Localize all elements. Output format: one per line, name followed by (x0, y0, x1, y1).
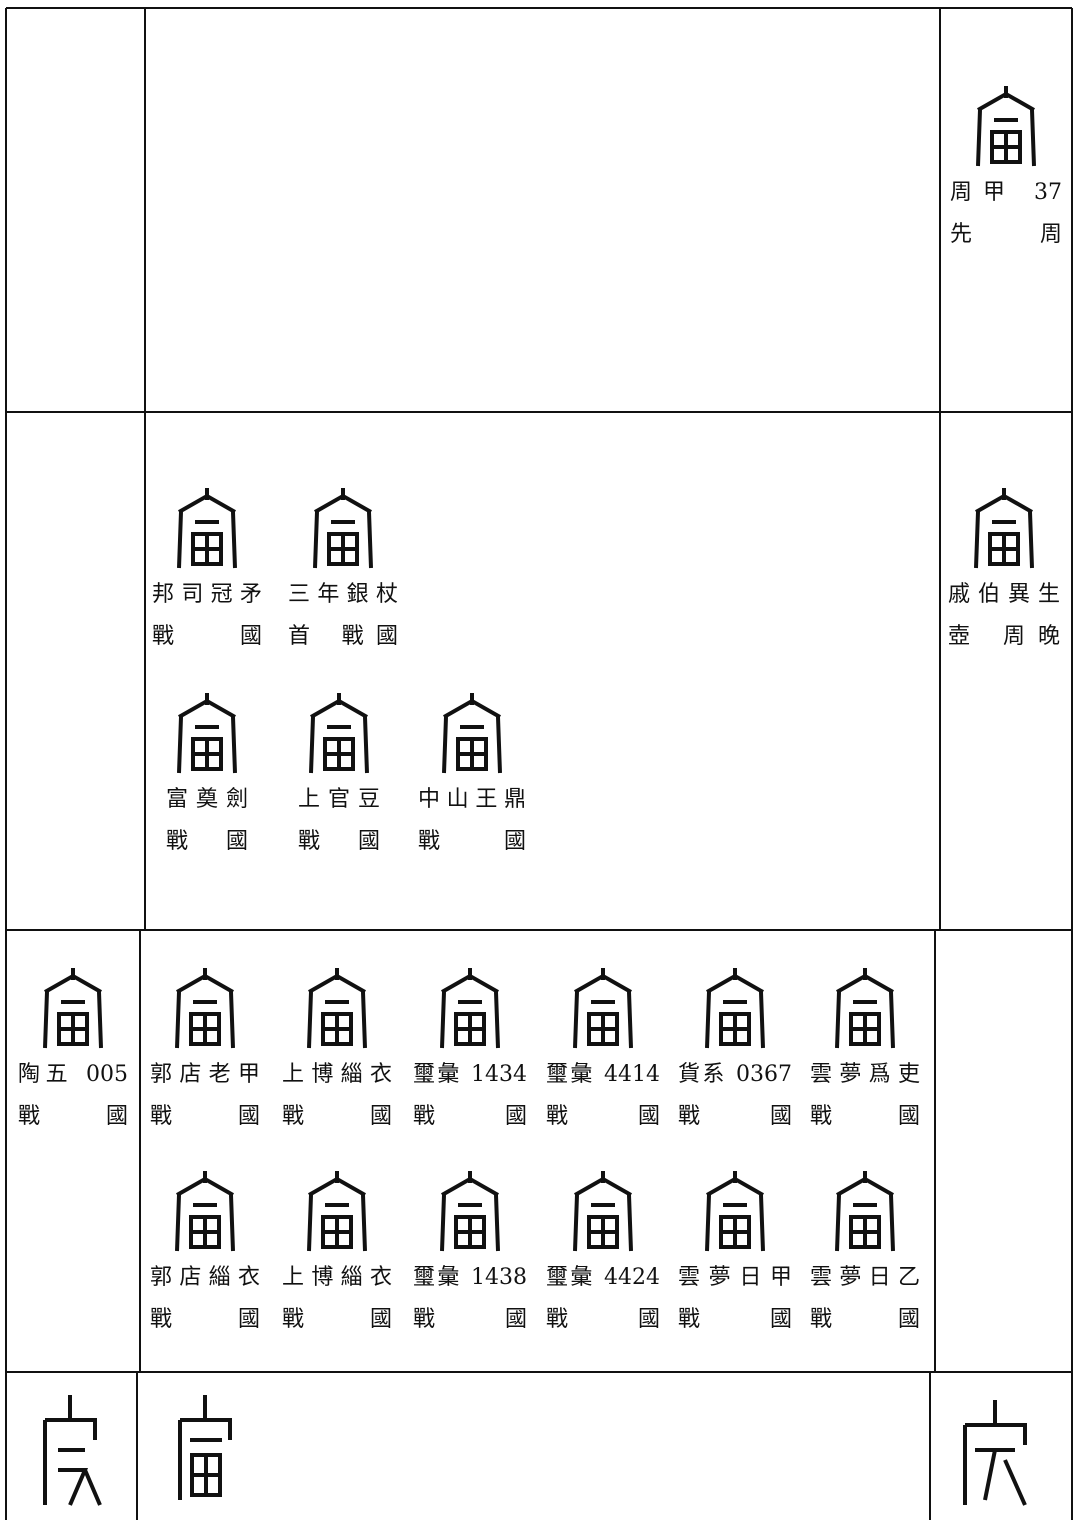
period-label: 戰國 (166, 829, 248, 854)
seal-glyph (835, 968, 895, 1049)
seal-glyph (307, 1171, 367, 1252)
seal-glyph (440, 968, 500, 1049)
source-label: 陶五 005 (18, 1062, 128, 1087)
period-label: 壺 周晚 (948, 624, 1060, 649)
source-label: 邦司冠矛 (152, 582, 262, 607)
source-label: 三年銀杖 (288, 582, 398, 607)
seal-glyph (43, 968, 103, 1049)
source-label: 上博緇衣 (282, 1062, 392, 1087)
source-label: 周甲 37 (950, 180, 1062, 205)
period-label: 戰國 (810, 1104, 920, 1129)
source-label: 郭店老甲 (150, 1062, 260, 1087)
source-label: 雲夢日乙 (810, 1265, 920, 1290)
seal-glyph (440, 1171, 500, 1252)
period-label: 戰國 (418, 829, 526, 854)
period-label: 戰國 (150, 1307, 260, 1332)
period-label: 戰國 (298, 829, 380, 854)
source-label: 璽彙 4424 (546, 1265, 660, 1290)
source-label: 中山王鼎 (418, 787, 526, 812)
row-4-glyphs (43, 1395, 1027, 1506)
seal-glyph (573, 1171, 633, 1252)
seal-glyph (976, 86, 1036, 167)
source-label: 璽彙 1438 (413, 1265, 527, 1290)
source-label: 戚伯異生 (948, 582, 1060, 607)
period-label: 戰國 (150, 1104, 260, 1129)
seal-glyph (705, 968, 765, 1049)
source-label: 上官豆 (298, 787, 380, 812)
source-label: 郭店緇衣 (150, 1265, 260, 1290)
period-label: 先周 (950, 222, 1062, 247)
source-label: 上博緇衣 (282, 1265, 392, 1290)
source-label: 雲夢日甲 (678, 1265, 792, 1290)
period-label: 戰國 (546, 1104, 660, 1129)
period-label: 戰國 (282, 1307, 392, 1332)
source-label: 璽彙 4414 (546, 1062, 660, 1087)
period-label: 戰國 (413, 1307, 527, 1332)
period-label: 戰國 (810, 1307, 920, 1332)
seal-glyph (974, 488, 1034, 569)
seal-glyph (313, 488, 373, 569)
seal-glyph (573, 968, 633, 1049)
seal-glyph (175, 1171, 235, 1252)
period-label: 戰國 (546, 1307, 660, 1332)
seal-glyph (177, 488, 237, 569)
period-label: 首 戰國 (288, 624, 398, 649)
period-label: 戰國 (152, 624, 262, 649)
seal-glyph (307, 968, 367, 1049)
seal-glyph (442, 693, 502, 774)
seal-glyph (175, 968, 235, 1049)
source-label: 富奠劍 (166, 787, 248, 812)
seal-glyph (309, 693, 369, 774)
period-label: 戰國 (413, 1104, 527, 1129)
seal-glyph (835, 1171, 895, 1252)
period-label: 戰國 (282, 1104, 392, 1129)
period-label: 戰國 (678, 1307, 792, 1332)
seal-glyph (177, 693, 237, 774)
period-label: 戰國 (18, 1104, 128, 1129)
source-label: 貨系 0367 (678, 1062, 792, 1087)
period-label: 戰國 (678, 1104, 792, 1129)
source-label: 璽彙 1434 (413, 1062, 527, 1087)
seal-glyph (705, 1171, 765, 1252)
source-label: 雲夢爲吏 (810, 1062, 920, 1087)
